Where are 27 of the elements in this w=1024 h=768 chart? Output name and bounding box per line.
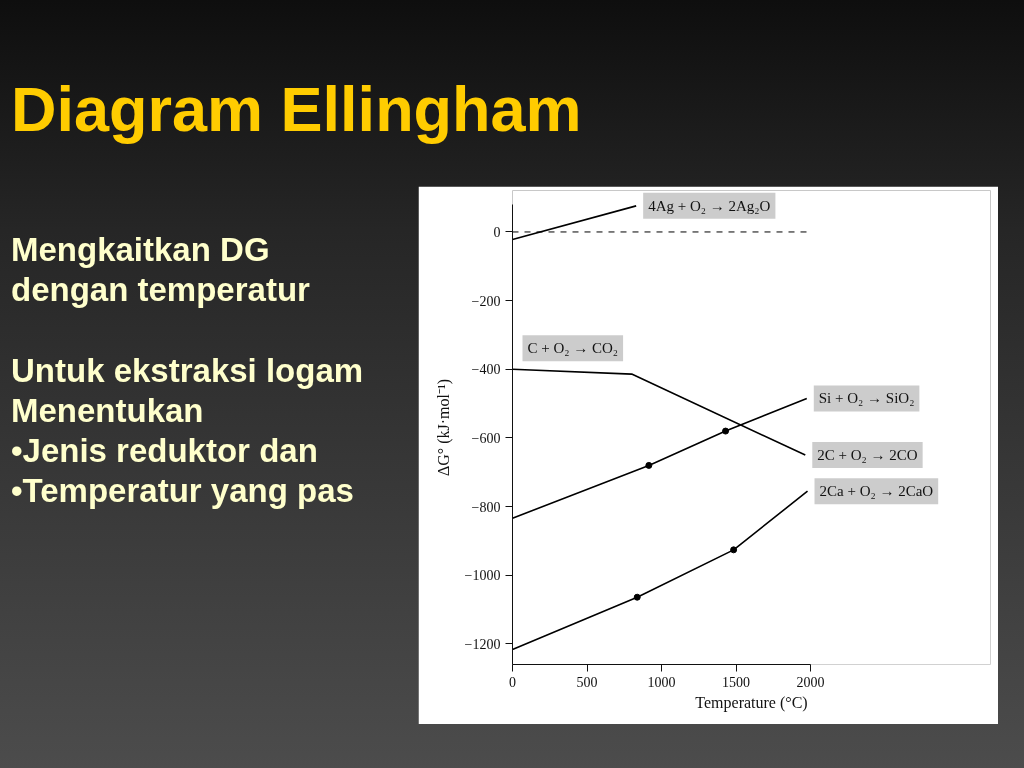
point (645, 461, 653, 469)
x-tick-label: 0 (509, 674, 516, 690)
x-tick-label: 1000 (647, 674, 676, 690)
series-label: 4Ag + O₂ → 2Ag₂O (648, 197, 771, 214)
annotation: 2C + O₂ → 2CO (817, 447, 918, 464)
point (633, 593, 641, 601)
text: Untuk ekstraksi logam Menentukan •Jenis reduktor dan •Temperatur yang pas (11, 351, 364, 511)
series-label: 2Ca + O₂ → 2CaO (819, 483, 934, 500)
series-label: C + O₂ → CO₂ (527, 340, 619, 357)
y-tick-label: −1000 (464, 568, 501, 584)
x-tick-label: 500 (576, 674, 598, 690)
line-series (512, 490, 809, 651)
y-tick-label: −1200 (464, 636, 501, 652)
text: Mengkaitkan DG dengan temperatur (11, 230, 311, 310)
chart-title: Diagram Ellingham (10, 73, 582, 144)
y-tick-label: −600 (471, 430, 501, 446)
x-tick-label: 2000 (796, 674, 825, 690)
y-tick-label: −200 (471, 293, 501, 309)
point (722, 427, 730, 435)
x-tick-label: 1500 (722, 674, 750, 690)
y-tick-label: −400 (471, 362, 501, 378)
x-axis-title: Temperature (°C) (695, 693, 808, 712)
y-axis-title: ΔG° (kJ·mol⁻¹) (434, 378, 453, 477)
series-label: Si + O₂ → SiO₂ (818, 390, 915, 407)
y-tick-label: −800 (471, 499, 501, 515)
y-tick-label: 0 (493, 224, 501, 240)
point (730, 546, 738, 554)
